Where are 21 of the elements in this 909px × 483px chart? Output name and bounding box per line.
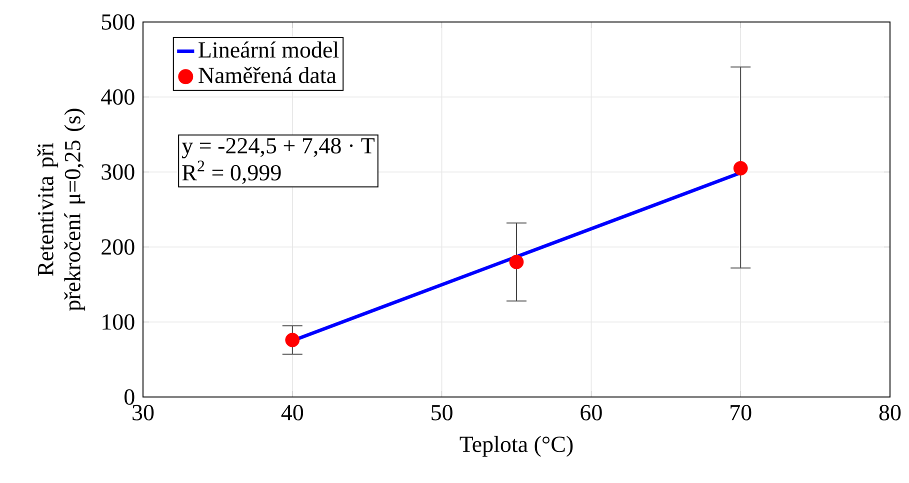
y-tick-label: 300 xyxy=(102,164,134,180)
point xyxy=(733,161,748,176)
y-axis-title: Retentivita při překročení μ=0,25 (s) xyxy=(37,108,86,311)
legend-label: Naměřená data xyxy=(198,66,336,84)
x-tick-label: 60 xyxy=(580,404,602,420)
y-tick-label: 0 xyxy=(124,389,134,405)
x-tick-label: 50 xyxy=(432,404,452,420)
y-tick-label: 500 xyxy=(102,14,134,30)
y-tick-label: 100 xyxy=(102,314,134,330)
point xyxy=(285,332,300,348)
x-tick-label: 40 xyxy=(281,404,304,420)
x-axis-title: Teplota (°C) xyxy=(460,436,573,457)
y-tick-label: 200 xyxy=(102,239,134,255)
legend-label: Lineární model xyxy=(198,41,339,58)
x-tick-label: 70 xyxy=(730,404,752,420)
annotation: R$^{2}$ = 0,999 xyxy=(182,160,281,184)
x-tick-label: 30 xyxy=(132,404,154,420)
annotation: y = -224,5 + 7,48 · T xyxy=(182,138,375,158)
y-tick-label: 400 xyxy=(101,89,134,105)
point xyxy=(509,254,524,270)
x-tick-label: 80 xyxy=(879,404,901,420)
